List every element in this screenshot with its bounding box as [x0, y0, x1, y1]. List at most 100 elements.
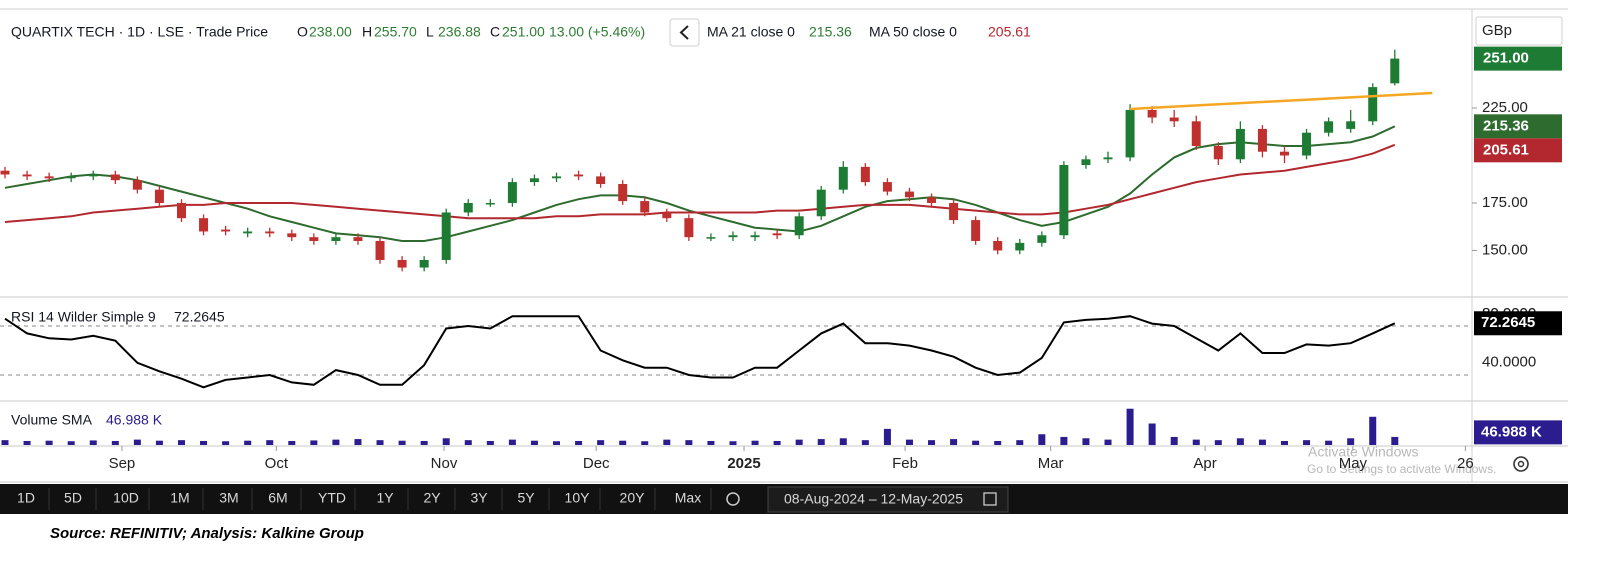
volume-bar [817, 439, 825, 445]
ohlc-key: C [490, 24, 500, 40]
volume-bar [861, 440, 869, 445]
candle-body [331, 237, 341, 241]
volume-bar [45, 440, 53, 445]
x-tick-label: Sep [109, 455, 136, 472]
volume-bar [1214, 440, 1222, 445]
range-button[interactable]: YTD [318, 490, 346, 506]
candle-body [728, 235, 738, 238]
volume-bar [663, 439, 671, 445]
volume-bar [111, 440, 119, 445]
candle-body [750, 235, 760, 238]
volume-bar [773, 440, 781, 445]
volume-bar [288, 440, 296, 445]
range-button[interactable]: 5Y [517, 490, 535, 506]
collapse-button[interactable] [669, 18, 700, 47]
x-tick-label: Mar [1038, 455, 1064, 472]
candle-body [1103, 157, 1113, 160]
range-button[interactable]: 5D [64, 490, 82, 506]
range-button[interactable]: 1D [17, 490, 35, 506]
calendar-icon [983, 492, 997, 506]
legend-ma50: MA 50 close 0 [869, 24, 957, 40]
candle-body [176, 202, 186, 219]
volume-bar [1104, 439, 1112, 445]
volume-bar [354, 439, 362, 445]
volume-bar [1280, 440, 1288, 445]
candle-body [1235, 128, 1245, 160]
range-button[interactable]: 3M [219, 490, 238, 506]
x-tick-label: Dec [583, 455, 610, 472]
currency: GBp [1482, 22, 1512, 39]
range-button[interactable]: 10Y [565, 490, 591, 506]
price-label-box [1474, 46, 1562, 71]
chart-title: QUARTIX TECH · 1D · LSE · Trade Price [11, 24, 268, 40]
candle-body [927, 197, 937, 203]
candle-body [441, 212, 451, 260]
chevron-icon [679, 25, 689, 40]
volume-bar [67, 441, 75, 445]
volume-bar [839, 438, 847, 445]
currency-box[interactable] [1475, 16, 1563, 46]
legend-ma50-value: 205.61 [988, 24, 1031, 40]
volume-label: 46.988 K [1481, 423, 1542, 440]
y-tick-label: 225.00 [1482, 99, 1528, 116]
date-range-box[interactable] [767, 486, 1009, 513]
change: 13.00 (+5.46%) [549, 24, 645, 40]
volume-bar [1391, 436, 1399, 445]
range-button[interactable]: 3Y [470, 490, 488, 506]
gear-icon[interactable] [726, 492, 740, 506]
candle-body [618, 183, 628, 202]
x-tick-label: 2025 [727, 455, 760, 472]
watermark-subtitle: Go to Settings to activate Windows. [1307, 462, 1496, 476]
range-button[interactable]: Max [675, 490, 701, 506]
candle-body [993, 240, 1003, 251]
range-button[interactable]: 20Y [620, 490, 646, 506]
volume-bar [972, 440, 980, 445]
candle-body [485, 202, 495, 205]
candle-body [1368, 87, 1378, 122]
volume-bar [420, 440, 428, 445]
candle-body [66, 176, 76, 179]
candle-body [1037, 235, 1047, 243]
x-tick-label: Apr [1193, 455, 1216, 472]
range-button[interactable]: 2Y [423, 490, 441, 506]
rsi-tick-label: 40.0000 [1482, 354, 1536, 371]
volume-bar [1303, 440, 1311, 445]
candle-body [860, 166, 870, 183]
candle-body [353, 237, 363, 241]
x-tick-label: Feb [892, 455, 918, 472]
candle-body [507, 182, 517, 203]
x-tick-label: Nov [431, 455, 458, 472]
ohlc-value: 236.88 [438, 24, 481, 40]
range-button[interactable]: 10D [113, 490, 139, 506]
volume-bar [266, 440, 274, 445]
volume-bar [707, 440, 715, 445]
y-tick-label: 150.00 [1482, 241, 1528, 258]
volume-bar [133, 439, 141, 445]
x-tick-label: Oct [265, 455, 289, 472]
volume-bar [200, 440, 208, 445]
candle-body [772, 233, 782, 236]
price-label: 205.61 [1483, 141, 1529, 158]
volume-bar [442, 438, 450, 445]
legend-ma21: MA 21 close 0 [707, 24, 795, 40]
candle-body [265, 231, 275, 234]
settings-icon[interactable] [1513, 456, 1529, 472]
candle-body [1147, 109, 1157, 118]
candle-body [1015, 242, 1025, 251]
rsi-value: 72.2645 [174, 309, 225, 325]
price-label: 251.00 [1483, 50, 1529, 67]
candle-body [574, 174, 584, 177]
range-button[interactable]: 1Y [376, 490, 394, 506]
range-button[interactable]: 6M [268, 490, 287, 506]
candle-body [904, 191, 914, 198]
range-button[interactable]: 1M [170, 490, 189, 506]
volume-bar [1082, 438, 1090, 445]
volume-bar [1170, 436, 1178, 445]
volume-bar [883, 428, 891, 445]
candle-body [397, 259, 407, 268]
candle-body [838, 166, 848, 190]
candle-body [221, 229, 231, 232]
volume-bar [1, 440, 9, 445]
candle-body [706, 237, 716, 239]
